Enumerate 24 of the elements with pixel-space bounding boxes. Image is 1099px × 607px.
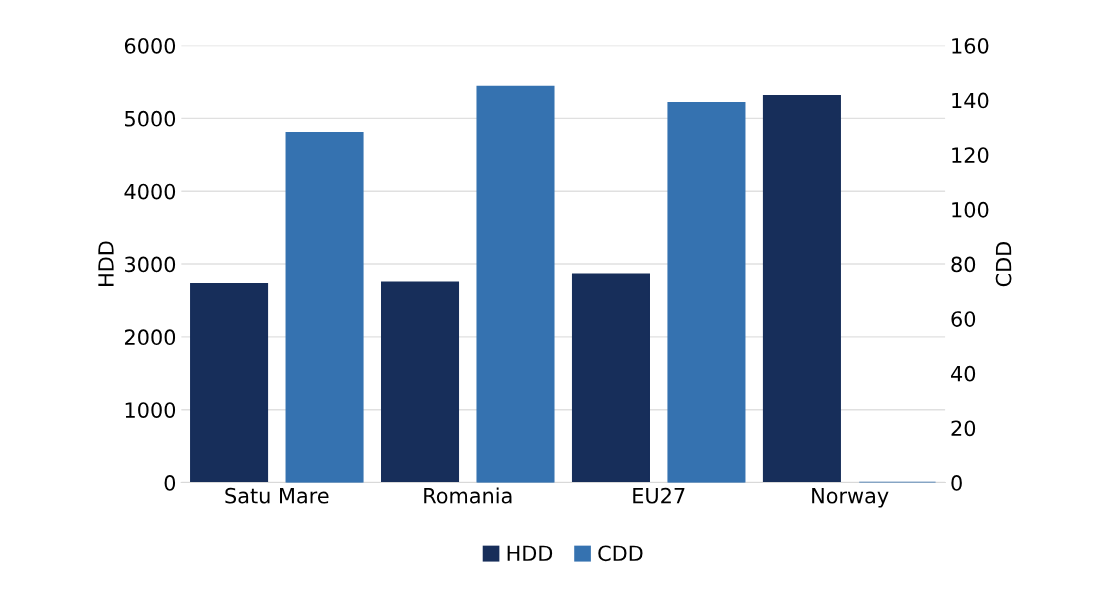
y2-axis-title: CDD [995,241,1012,287]
y2-tick-label: 100 [952,201,989,218]
y-tick-label: 5000 [125,110,176,127]
y2-tick-label: 80 [951,256,976,273]
y2-tick-label: 40 [951,365,976,382]
y2-tick-label: 20 [951,420,976,437]
x-tick-label: Satu Mare [225,487,329,504]
y-tick-label: 1000 [125,402,176,418]
y2-tick-label: 140 [952,92,989,109]
y-tick-label: 3000 [125,256,176,273]
y2-tick-label: 160 [952,37,989,54]
y-axis-title: HDD [98,241,114,286]
x-tick-label: EU27 [633,487,685,504]
legend-label: HDD [507,545,553,561]
y-tick-label: 6000 [124,37,176,54]
y-tick-label: 0 [164,475,176,491]
y2-tick-label: 60 [951,311,976,327]
x-tick-label: Norway [812,488,889,508]
legend-label: CDD [598,545,643,562]
y2-tick-label: 0 [951,475,962,491]
y2-tick-label: 120 [952,147,989,163]
y-tick-label: 4000 [124,183,176,200]
y-tick-label: 2000 [124,329,176,346]
x-tick-label: Romania [424,487,512,504]
